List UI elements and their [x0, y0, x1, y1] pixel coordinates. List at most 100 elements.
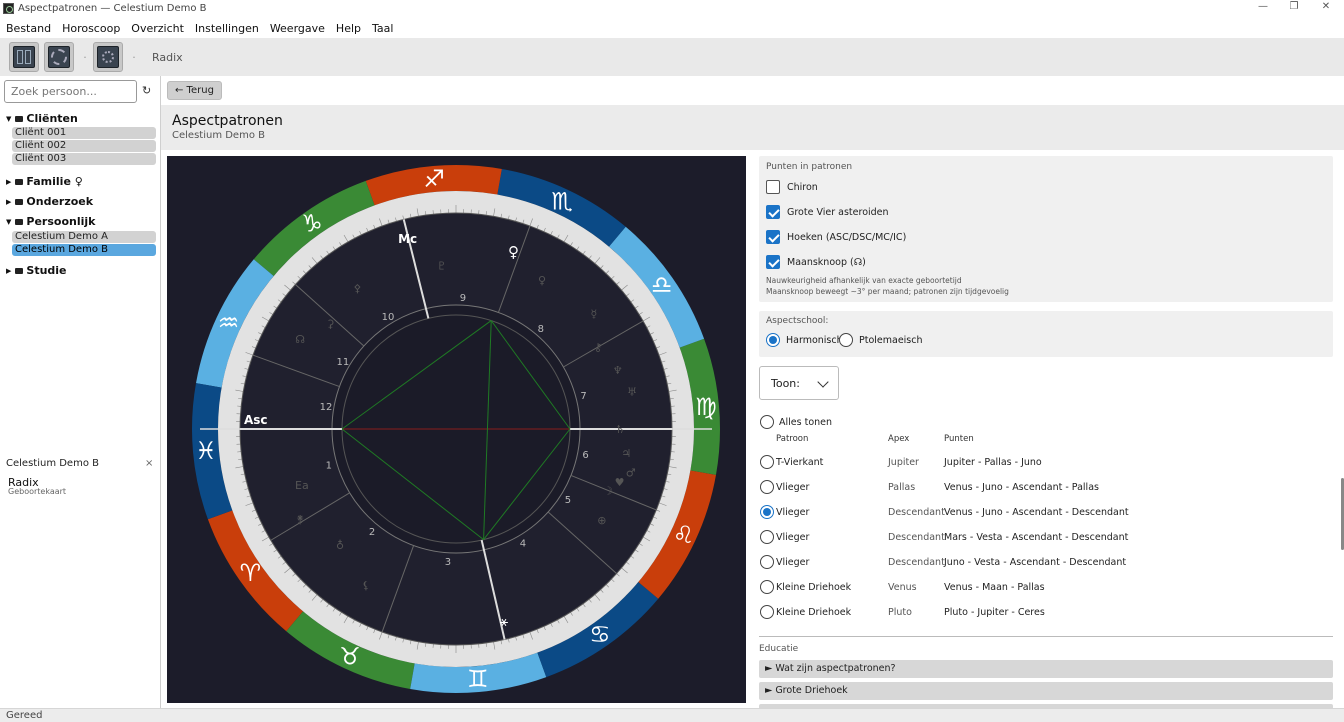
- degree-tick: [630, 299, 635, 303]
- pattern-row[interactable]: Vlieger Descendant Venus - Juno - Ascendan…: [759, 504, 1333, 522]
- degree-tick: [343, 615, 349, 624]
- pattern-name: Vlieger: [776, 532, 810, 543]
- pattern-row[interactable]: Vlieger Descendant Mars - Vesta - Ascendan…: [759, 529, 1333, 547]
- group-studie[interactable]: ▶ Studie: [6, 264, 67, 277]
- tree-item[interactable]: Celestium Demo A: [12, 231, 156, 243]
- degree-tick: [529, 218, 533, 227]
- degree-tick: [308, 265, 312, 269]
- zodiac-sign-segment: [207, 510, 304, 632]
- house-number: 1: [326, 460, 332, 471]
- back-button[interactable]: ← Terug: [167, 81, 222, 100]
- degree-tick: [395, 217, 397, 222]
- tree-item-selected[interactable]: Celestium Demo B: [12, 244, 156, 256]
- degree-tick: [605, 584, 610, 588]
- pattern-row[interactable]: T-Vierkant Jupiter Jupiter - Pallas - Juno: [759, 454, 1333, 472]
- tree-item[interactable]: Cliënt 001: [12, 127, 156, 139]
- group-onderzoek[interactable]: ▶ Onderzoek: [6, 195, 93, 208]
- degree-tick: [570, 612, 573, 616]
- education-item-partial[interactable]: [759, 704, 1333, 710]
- degree-tick: [646, 325, 651, 328]
- menu-bestand[interactable]: Bestand: [6, 21, 52, 35]
- education-item[interactable]: ► Wat zijn aspectpatronen?: [759, 660, 1333, 678]
- pattern-name: Vlieger: [776, 507, 810, 518]
- degree-tick: [485, 642, 487, 647]
- pattern-row[interactable]: Kleine Driehoek Venus Venus - Maan - Palla…: [759, 579, 1333, 597]
- show-all-label: Alles tonen: [779, 417, 833, 428]
- title-bar: Aspectpatronen — Celestium Demo B — ❐ ✕: [0, 0, 1344, 16]
- settings-button[interactable]: [93, 42, 123, 72]
- angles-checkbox[interactable]: Hoeken (ASC/DSC/MC/IC): [766, 230, 906, 244]
- show-all-radio[interactable]: Alles tonen: [759, 414, 1333, 432]
- group-label: Studie: [26, 264, 67, 277]
- close-session-icon[interactable]: ×: [145, 458, 154, 469]
- tree-item[interactable]: Cliënt 003: [12, 153, 156, 165]
- house-number: 2: [369, 527, 375, 538]
- venus-glyph-highlight: ♀: [508, 243, 519, 261]
- pattern-row[interactable]: Kleine Driehoek Pluto Pluto - Jupiter - Ce…: [759, 604, 1333, 622]
- dashboard-button[interactable]: [9, 42, 39, 72]
- refresh-icon[interactable]: ↻: [142, 84, 152, 97]
- pattern-row[interactable]: Vlieger Pallas Venus - Juno - Ascendant - …: [759, 479, 1333, 497]
- degree-tick: [668, 389, 677, 392]
- chiron-checkbox[interactable]: Chiron: [766, 180, 818, 194]
- group-clienten[interactable]: ▼ Cliënten: [6, 112, 78, 125]
- toon-dropdown[interactable]: Toon:: [759, 366, 839, 400]
- chart-wheel: ♈♉♊♋♌♍♎♏♐♑♒♓123456789101112AscMc♇♀☿⚷♆♅♄♃…: [192, 165, 721, 693]
- degree-tick: [594, 594, 601, 601]
- menu-taal[interactable]: Taal: [372, 21, 394, 35]
- maximize-button[interactable]: ❐: [1289, 1, 1299, 12]
- folder-icon: [15, 218, 24, 225]
- degree-tick: [665, 480, 670, 483]
- dashboard-icon: [13, 46, 35, 68]
- degree-tick: [339, 242, 342, 246]
- close-window-button[interactable]: ✕: [1321, 1, 1331, 12]
- search-input[interactable]: [4, 80, 137, 103]
- tree-item[interactable]: Cliënt 002: [12, 140, 156, 152]
- planet-glyph: ☽: [603, 484, 613, 497]
- house-number: 4: [520, 539, 526, 550]
- degree-tick: [600, 265, 604, 269]
- menu-horoscoop[interactable]: Horoscoop: [62, 21, 121, 35]
- pattern-line: [341, 428, 484, 541]
- collapse-triangle-icon: ▶: [6, 177, 12, 186]
- accuracy-note: Nauwkeurigheid afhankelijk van exacte ge…: [766, 276, 962, 285]
- house-cusp-line: [295, 284, 365, 347]
- node-checkbox[interactable]: Maansknoop (☊): [766, 255, 866, 269]
- gear-icon: [97, 46, 119, 68]
- degree-tick: [650, 332, 654, 335]
- radio-harmonisch[interactable]: Harmonisch: [766, 333, 843, 347]
- education-item[interactable]: ► Grote Driehoek: [759, 682, 1333, 700]
- zodiac-sign-segment: [196, 259, 274, 388]
- pattern-row[interactable]: Vlieger Descendant Juno - Vesta - Ascendan…: [759, 554, 1333, 572]
- degree-tick: [500, 213, 503, 218]
- radio-ptolemaeisch[interactable]: Ptolemaeisch: [839, 333, 923, 347]
- degree-tick: [634, 549, 639, 553]
- degree-tick: [515, 217, 517, 222]
- main-content: ← Terug Aspectpatronen Celestium Demo B …: [161, 76, 1344, 710]
- chart-wheel-canvas[interactable]: ♈ ♉ ♊ ♋ ♌ ♍ ♎ ♏ ♐ ♑ ♒ ♓ 1 2 3 4 5 6 7 8 9 10 11 12 Asc Mc ♇ ♀ ☿ ⚷ ♆ ♅ ♄ ♃…: [167, 156, 746, 703]
- chart-wheel-button[interactable]: [44, 42, 74, 72]
- house-number: 5: [565, 495, 571, 506]
- degree-tick: [536, 224, 539, 229]
- degree-tick: [402, 215, 405, 220]
- degree-tick: [605, 270, 610, 274]
- menu-instellingen[interactable]: Instellingen: [194, 21, 259, 35]
- minimize-button[interactable]: —: [1258, 1, 1268, 12]
- degree-tick: [485, 211, 487, 216]
- menu-overzicht[interactable]: Overzicht: [131, 21, 184, 35]
- session-item-title[interactable]: Radix: [8, 476, 39, 489]
- group-familie[interactable]: ▶ Familie ♀: [6, 175, 83, 188]
- window-title: Aspectpatronen — Celestium Demo B: [18, 2, 207, 14]
- menu-help[interactable]: Help: [335, 21, 361, 35]
- scrollbar-thumb[interactable]: [1341, 478, 1344, 550]
- degree-tick: [639, 543, 643, 546]
- degree-tick: [667, 473, 672, 476]
- pattern-line: [483, 320, 492, 540]
- degree-tick: [261, 325, 266, 328]
- degree-tick: [669, 398, 674, 400]
- radio-selected: [760, 505, 774, 519]
- planet-glyph: ⚵: [296, 513, 304, 526]
- menu-weergave[interactable]: Weergave: [269, 21, 325, 35]
- asteroids-checkbox[interactable]: Grote Vier asteroiden: [766, 205, 889, 219]
- group-persoonlijk[interactable]: ▼ Persoonlijk: [6, 215, 95, 228]
